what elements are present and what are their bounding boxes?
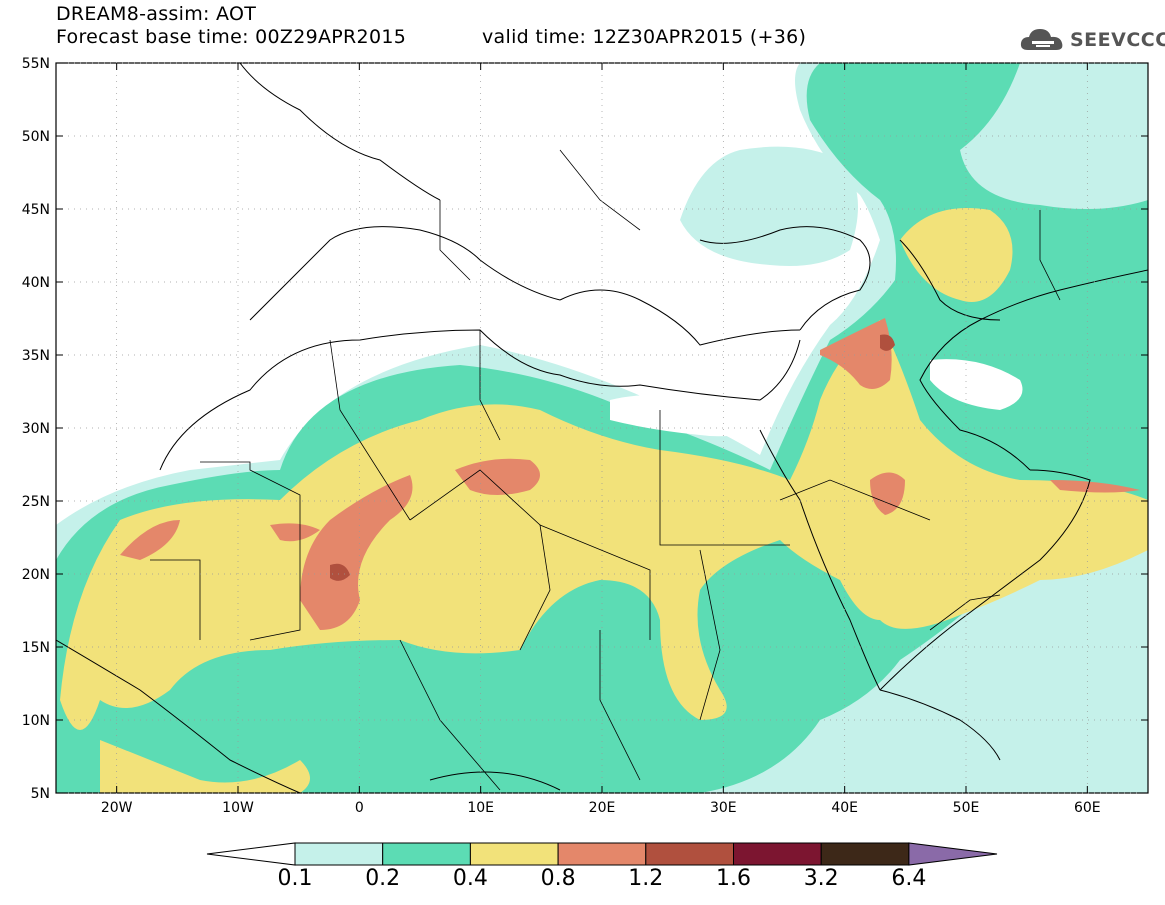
- forecast-base-time: Forecast base time: 00Z29APR2015: [56, 26, 407, 48]
- axis-ticks: [56, 62, 1148, 794]
- seevccc-logo: SEEVCCC: [1018, 24, 1165, 56]
- colorbar-label: 1.2: [628, 866, 664, 891]
- cloud-icon: [1020, 29, 1063, 50]
- lat-label: 10N: [22, 713, 50, 729]
- colorbar-label: 0.2: [365, 866, 401, 891]
- lon-label: 10E: [467, 800, 494, 816]
- logo-text: SEEVCCC: [1070, 29, 1165, 51]
- lat-label: 20N: [22, 567, 50, 583]
- lat-label: 45N: [22, 202, 50, 218]
- aot-contour-0.8: [120, 318, 1140, 630]
- lat-label: 50N: [22, 129, 50, 145]
- lat-label: 15N: [22, 640, 50, 656]
- map-title: DREAM8-assim: AOT: [56, 3, 257, 25]
- lon-label: 30E: [710, 800, 737, 816]
- lon-label: 20W: [101, 800, 133, 816]
- aot-contour-1.2: [330, 334, 895, 581]
- colorbar-label: 3.2: [803, 866, 839, 891]
- lon-label: 20E: [589, 800, 616, 816]
- colorbar-label: 1.6: [716, 866, 751, 891]
- lat-label: 30N: [22, 421, 50, 437]
- lat-label: 40N: [22, 275, 50, 291]
- latitude-labels: 55N 50N 45N 40N 35N 30N 25N 20N 15N 10N 5N: [22, 56, 50, 802]
- colorbar-label: 6.4: [891, 866, 927, 891]
- lon-label: 50E: [953, 800, 980, 816]
- lon-label: 0: [355, 800, 364, 816]
- colorbar-label: 0.4: [452, 866, 488, 891]
- lon-label: 10W: [222, 800, 254, 816]
- lon-label: 40E: [831, 800, 858, 816]
- coastlines: [56, 63, 1148, 793]
- lat-label: 25N: [22, 494, 50, 510]
- lat-label: 35N: [22, 348, 50, 364]
- country-borders: [150, 149, 1061, 791]
- lon-label: 60E: [1074, 800, 1101, 816]
- lat-label: 55N: [22, 56, 50, 72]
- lat-label: 5N: [31, 786, 50, 802]
- valid-time: valid time: 12Z30APR2015 (+36): [482, 26, 807, 48]
- colorbar-label: 0.1: [277, 866, 313, 891]
- colorbar-label: 0.8: [540, 866, 576, 891]
- longitude-labels: 20W 10W 0 10E 20E 30E 40E 50E 60E: [101, 800, 1101, 816]
